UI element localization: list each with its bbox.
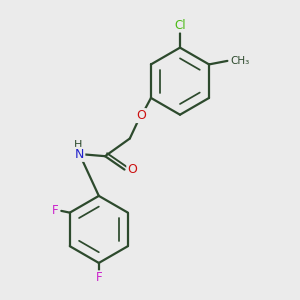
Text: N: N (75, 148, 84, 161)
Text: Cl: Cl (174, 19, 186, 32)
Text: F: F (95, 271, 102, 284)
Text: CH₃: CH₃ (230, 56, 249, 66)
Text: F: F (52, 204, 58, 218)
Text: O: O (136, 109, 146, 122)
Text: H: H (74, 140, 82, 149)
Text: O: O (127, 163, 137, 176)
